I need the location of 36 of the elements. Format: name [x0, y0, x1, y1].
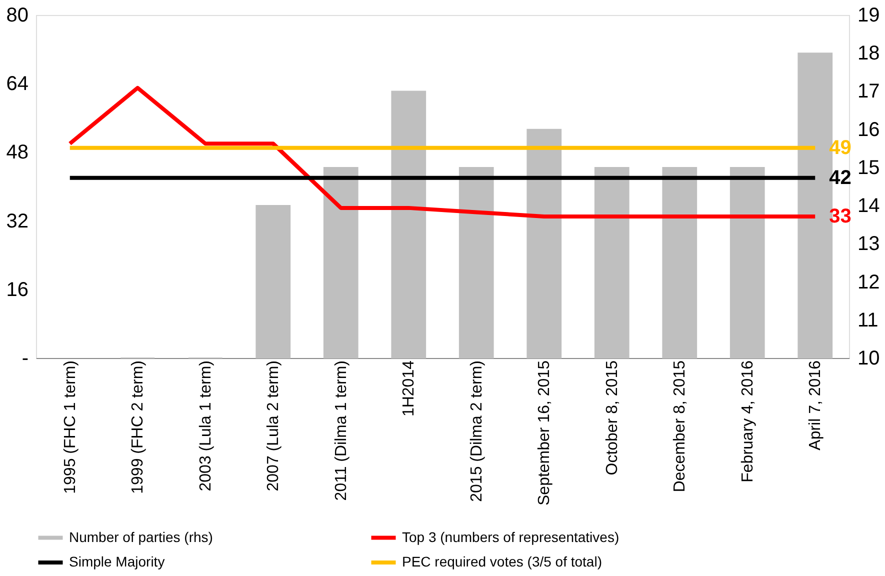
x-tick-label: 2007 (Lula 2 term): [265, 360, 282, 492]
x-tick-label: September 16, 2015: [536, 360, 554, 506]
y2-tick-label: 19: [858, 4, 880, 26]
y2-tick-label: 15: [858, 156, 880, 179]
x-tick-label: 2003 (Lula 1 term): [197, 360, 214, 492]
y2-tick-label: 16: [858, 118, 880, 141]
y-tick-label: 80: [6, 4, 28, 26]
legend-label: Top 3 (numbers of representatives): [402, 528, 620, 545]
y-tick-label: 16: [6, 278, 28, 301]
x-tick-label: February 4, 2016: [739, 360, 756, 482]
x-tick-label: April 7, 2016: [807, 360, 824, 450]
data-label: 42: [829, 166, 852, 189]
y-tick-label: -: [22, 348, 28, 370]
x-tick-label: 2011 (Dilma 1 term): [332, 360, 350, 501]
y-tick-label: 64: [6, 73, 28, 96]
y2-tick-label: 10: [858, 348, 880, 370]
y-tick-label: 32: [6, 210, 28, 232]
y2-tick-label: 14: [858, 195, 880, 218]
x-tick-label: 2015 (Dilma 2 term): [468, 360, 486, 502]
x-tick-label: 1999 (FHC 2 term): [130, 360, 147, 494]
y2-tick-label: 17: [858, 80, 880, 103]
legend-label: Simple Majority: [69, 554, 165, 570]
x-tick-label: October 8, 2015: [604, 360, 621, 476]
x-tick-label: 1995 (FHC 1 term): [62, 360, 79, 494]
y2-tick-label: 13: [858, 233, 880, 256]
x-tick-label: December 8, 2015: [672, 360, 689, 492]
legend-label: PEC required votes (3/5 of total): [402, 554, 602, 570]
x-tick-label: 1H2014: [400, 360, 418, 417]
y2-tick-label: 11: [858, 309, 878, 332]
line-series: [68, 86, 818, 219]
y-tick-label: 48: [6, 142, 28, 164]
legend-label: Number of parties (rhs): [69, 528, 213, 545]
data-label: 33: [829, 206, 852, 228]
y2-tick-label: 18: [858, 42, 880, 65]
data-label: 49: [829, 136, 852, 159]
y2-tick-label: 12: [858, 271, 880, 294]
